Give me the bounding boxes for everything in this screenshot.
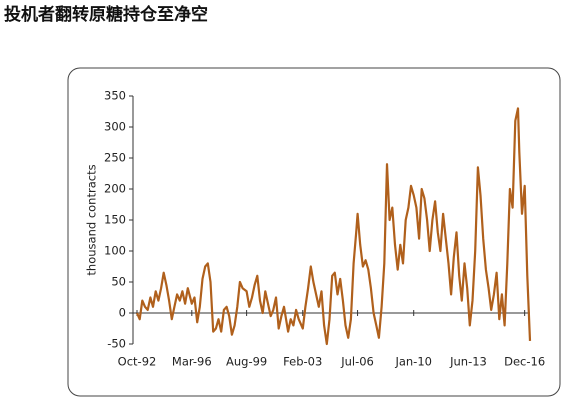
chart-title: 投机者翻转原糖持仓至净空 xyxy=(4,4,208,25)
x-tick-label: Aug-99 xyxy=(226,355,267,369)
y-tick-label: -50 xyxy=(107,337,126,351)
y-tick-label: 150 xyxy=(104,213,126,227)
x-tick-label: Dec-16 xyxy=(504,355,545,369)
x-tick-label: Jun-13 xyxy=(449,355,487,369)
x-tick-label: Jul-06 xyxy=(340,355,374,369)
x-tick-label: Feb-03 xyxy=(283,355,322,369)
data-line xyxy=(135,107,532,346)
y-axis-label: thousand contracts xyxy=(85,164,99,275)
y-tick-label: 250 xyxy=(104,151,126,165)
y-tick-label: 50 xyxy=(111,275,126,289)
y-tick-label: 100 xyxy=(104,244,126,258)
x-tick-label: Mar-96 xyxy=(172,355,212,369)
y-tick-label: 350 xyxy=(104,89,126,103)
y-tick-label: 0 xyxy=(119,306,126,320)
x-tick-label: Jan-10 xyxy=(394,355,432,369)
y-tick-label: 300 xyxy=(104,120,126,134)
x-tick-label: Oct-92 xyxy=(118,355,157,369)
chart-frame xyxy=(67,67,561,397)
y-tick-label: 200 xyxy=(104,182,126,196)
